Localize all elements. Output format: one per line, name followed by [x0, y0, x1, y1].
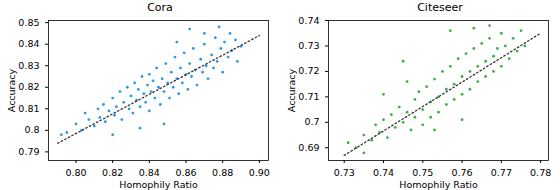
svg-text:0.78: 0.78	[530, 167, 551, 178]
svg-text:0.7: 0.7	[304, 116, 319, 127]
svg-text:0.84: 0.84	[139, 167, 160, 178]
svg-text:0.85: 0.85	[18, 17, 39, 28]
svg-text:0.88: 0.88	[212, 167, 233, 178]
svg-text:0.84: 0.84	[18, 38, 39, 49]
svg-text:0.75: 0.75	[412, 167, 433, 178]
svg-text:0.74: 0.74	[298, 16, 319, 26]
svg-text:Accuracy: Accuracy	[286, 68, 297, 112]
svg-text:0.79: 0.79	[18, 146, 39, 157]
svg-text:0.72: 0.72	[298, 65, 319, 76]
svg-text:0.83: 0.83	[18, 60, 39, 71]
svg-text:Accuracy: Accuracy	[6, 68, 17, 112]
svg-text:0.80: 0.80	[65, 167, 86, 178]
svg-text:0.82: 0.82	[18, 81, 39, 92]
html-text:Citeseer: Citeseer	[417, 1, 463, 14]
svg-text:0.8: 0.8	[24, 124, 39, 135]
svg-text:0.74: 0.74	[373, 167, 394, 178]
svg-text:0.73: 0.73	[334, 167, 355, 178]
svg-text:Homophily Ratio: Homophily Ratio	[119, 179, 198, 190]
svg-text:0.86: 0.86	[175, 167, 196, 178]
svg-text:Homophily Ratio: Homophily Ratio	[399, 179, 478, 190]
html-text:Cora: Cora	[147, 1, 173, 14]
svg-text:0.77: 0.77	[491, 167, 512, 178]
svg-text:0.90: 0.90	[249, 167, 270, 178]
svg-text:0.81: 0.81	[18, 103, 39, 114]
svg-text:0.76: 0.76	[451, 167, 472, 178]
svg-text:0.71: 0.71	[298, 91, 319, 102]
svg-text:0.69: 0.69	[298, 142, 319, 153]
svg-text:0.82: 0.82	[102, 167, 123, 178]
svg-text:0.73: 0.73	[298, 40, 319, 51]
